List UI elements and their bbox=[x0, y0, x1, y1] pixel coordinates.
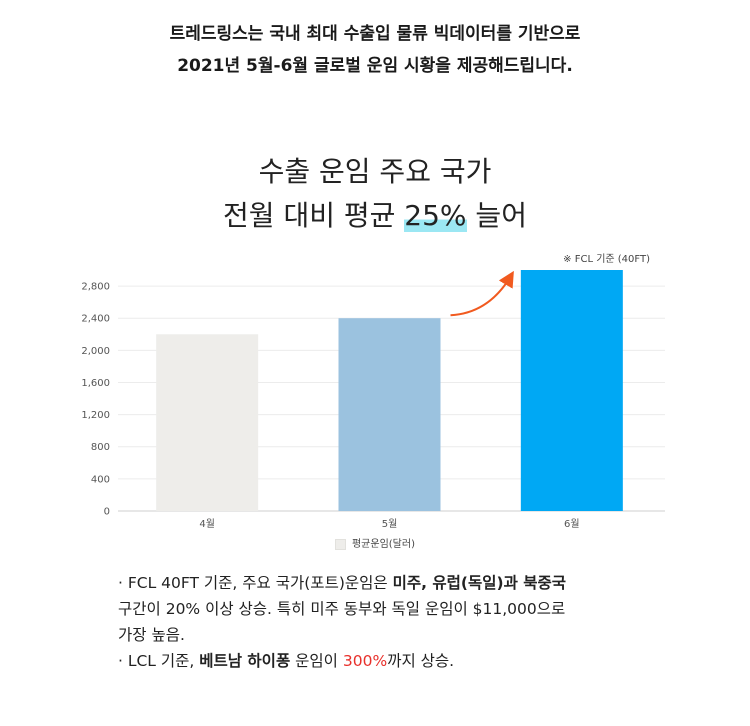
bullet-1-text: · FCL 40FT 기준, 주요 국가(포트)운임은 bbox=[118, 574, 393, 592]
y-tick-label: 1,600 bbox=[81, 378, 110, 389]
legend-swatch bbox=[334, 538, 346, 550]
headline-post: 늘어 bbox=[466, 199, 527, 232]
y-axis-ticks: 0 400 800 1,200 1,600 2,000 2,400 2,800 bbox=[81, 282, 110, 518]
chart-legend: 평균운임(달러) bbox=[0, 535, 750, 550]
x-tick-label: 4월 bbox=[199, 518, 215, 530]
headline-pre: 전월 대비 평균 bbox=[223, 199, 405, 232]
bullet-2: · LCL 기준, 베트남 하이퐁 운임이 300%까지 상승. bbox=[118, 648, 658, 674]
bar-2 bbox=[338, 318, 441, 511]
bar-3 bbox=[520, 270, 623, 511]
chart-bars bbox=[156, 270, 623, 511]
bar-1 bbox=[156, 334, 259, 511]
chart-headline: 수출 운임 주요 국가 전월 대비 평균 25% 늘어 bbox=[0, 150, 750, 238]
bullet-2-text-3: 까지 상승. bbox=[387, 652, 455, 670]
headline-highlight: 25% bbox=[404, 199, 467, 232]
legend-label: 평균운임(달러) bbox=[351, 539, 415, 550]
headline-line-1: 수출 운임 주요 국가 bbox=[258, 155, 492, 188]
bullet-2-bold: 베트남 하이퐁 bbox=[199, 652, 291, 670]
bullet-2-red: 300% bbox=[342, 652, 388, 670]
y-tick-label: 2,400 bbox=[81, 314, 110, 325]
increase-arrow bbox=[450, 270, 514, 317]
bar-chart: 0 400 800 1,200 1,600 2,000 2,400 2,800 4월 5월 6월 bbox=[81, 270, 665, 530]
bullet-2-text: · LCL 기준, bbox=[118, 652, 200, 670]
intro-line-1: 트레드링스는 국내 최대 수출입 물류 빅데이터를 기반으로 bbox=[169, 24, 581, 44]
bullet-1-line-1: · FCL 40FT 기준, 주요 국가(포트)운임은 미주, 유럽(독일)과 … bbox=[118, 570, 658, 596]
y-tick-label: 1,200 bbox=[81, 410, 110, 421]
bullet-2-text-2: 운임이 bbox=[290, 652, 343, 670]
bullet-1-line-3: 가장 높음. bbox=[118, 626, 185, 644]
y-tick-label: 2,000 bbox=[81, 346, 110, 357]
bullet-1-bold: 미주, 유럽(독일)과 북중국 bbox=[392, 574, 567, 592]
summary-bullets: · FCL 40FT 기준, 주요 국가(포트)운임은 미주, 유럽(독일)과 … bbox=[118, 570, 658, 674]
x-tick-label: 5월 bbox=[382, 518, 398, 530]
y-tick-label: 2,800 bbox=[81, 282, 110, 293]
x-tick-label: 6월 bbox=[564, 518, 580, 530]
bullet-1-line-2: 구간이 20% 이상 상승. 특히 미주 동부와 독일 운임이 $11,000으… bbox=[118, 600, 566, 618]
y-tick-label: 400 bbox=[91, 474, 110, 485]
intro-line-2: 2021년 5월-6월 글로벌 운임 시황을 제공해드립니다. bbox=[177, 56, 573, 76]
intro-text: 트레드링스는 국내 최대 수출입 물류 빅데이터를 기반으로 2021년 5월-… bbox=[0, 18, 750, 82]
x-axis-labels: 4월 5월 6월 bbox=[199, 518, 579, 530]
y-tick-label: 0 bbox=[104, 507, 110, 518]
headline-line-2: 전월 대비 평균 25% 늘어 bbox=[0, 194, 750, 238]
y-tick-label: 800 bbox=[91, 442, 110, 453]
chart-note: ※ FCL 기준 (40FT) bbox=[563, 254, 650, 265]
